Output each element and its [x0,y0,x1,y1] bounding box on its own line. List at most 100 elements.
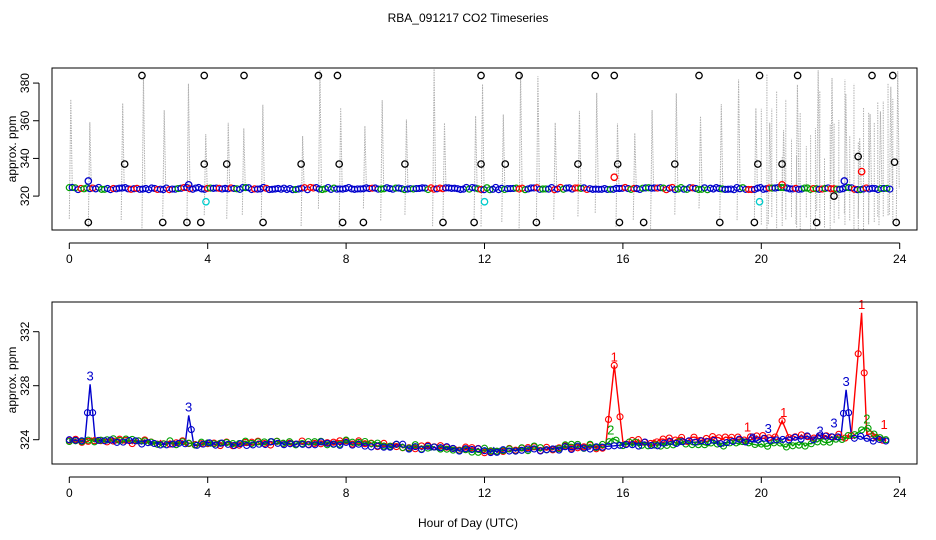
bottom-series [69,312,887,454]
top-black-outlier-point [793,71,802,80]
bottom-x-axis: 0 4 8 12 16 20 24 [66,476,907,500]
top-outliers [84,71,901,227]
bottom-series-3-point [405,445,413,453]
bottom-series-3-point [449,444,457,453]
bottom-series-label: 2 [863,412,870,427]
bottom-series-2-point [807,440,815,448]
top-black-outlier-point [812,218,821,227]
bottom-series-label: 3 [830,416,837,431]
bottom-series-3-point [493,448,501,456]
bottom-series-3-point [107,436,115,444]
top-black-outlier-point [868,71,876,80]
bottom-series-label: 1 [858,297,865,312]
top-blue-outlier-point [184,180,193,189]
bottom-series-3-point [530,445,538,453]
bottom-series-label: 3 [817,424,824,439]
bottom-series-2-point [185,439,193,447]
top-y-tick-label: 320 [18,186,32,206]
top-baseline-point [886,185,894,193]
top-black-outlier-point [158,218,167,227]
top-y-axis: 320 340 360 380 [18,73,40,206]
bottom-series-3-point [685,437,693,445]
bottom-y-tick-label: 324 [18,429,32,449]
top-y-tick-label: 360 [18,110,32,130]
bottom-series-label: 1 [881,417,888,432]
bottom-series-2-point [764,442,772,450]
bottom-series-label: 1 [611,349,618,364]
bottom-series-3-point [785,436,793,444]
bottom-series-3-point [386,443,394,451]
bottom-series-3-point [187,426,195,434]
bottom-series-3-point [561,443,569,451]
bottom-series-3-point [89,409,97,417]
bottom-points [65,350,890,457]
bottom-series-1-point [860,369,868,377]
bottom-y-axis: 324 328 332 [18,321,40,450]
bottom-series-1-point [678,433,686,441]
bottom-series-2-point [361,437,369,446]
bottom-y-tick-label: 332 [18,321,32,341]
bottom-series-2-point [342,436,350,444]
top-black-outlier-point [333,71,342,80]
chart-title: RBA_091217 CO2 Timeseries [388,11,549,25]
bottom-series-3-point [882,437,890,445]
bottom-series-3-point [132,437,140,445]
bottom-series-3-point [78,437,86,445]
top-black-outlier-point [753,160,762,168]
top-black-outlier-point [830,192,838,200]
top-black-outlier-point [477,71,485,80]
bottom-series-3-point [729,437,737,445]
bottom-series-3-point [797,435,805,443]
bottom-series-3-point [809,436,817,444]
bottom-x-tick-label: 0 [66,486,73,500]
top-black-outlier-point [715,218,724,227]
bottom-y-tick-label: 328 [18,375,32,395]
bottom-series-2-point [374,439,382,447]
top-black-outlier-point [515,71,523,80]
bottom-series-1-point [665,434,673,442]
bottom-series-1-point [610,361,618,370]
top-x-tick-label: 12 [478,252,492,266]
bottom-series-2-point [864,424,872,432]
top-baseline-point [550,186,559,194]
top-red-outlier-point [778,180,786,189]
bottom-series-3-point [474,445,482,453]
bottom-series-label: 1 [780,405,787,420]
bottom-series-3-point [839,409,848,417]
bottom-series-2-point [530,442,538,450]
top-black-outlier-point [120,160,129,168]
bottom-series-label: 3 [86,368,93,383]
bottom-series-3-point [834,433,842,441]
bottom-series-label: 3 [749,430,756,445]
top-black-outlier-point [338,218,347,227]
bottom-series-1-point [778,417,786,425]
top-black-outlier-point [470,218,478,227]
bottom-series-3-point [869,437,877,445]
bottom-series-3-point [735,435,743,443]
bottom-series-3-point [418,446,426,454]
bottom-x-tick-label: 16 [616,486,630,500]
bottom-series-1-point [690,433,698,441]
bottom-series-3-point [411,443,419,451]
top-blue-outlier-point [84,177,93,185]
bottom-series-3-point [230,441,238,450]
bottom-series-3-point [574,442,582,450]
top-grey-trace-path [760,74,894,230]
bottom-series-label: 3 [765,421,772,436]
top-black-outlier-point [439,218,447,227]
top-black-outlier-point [477,160,485,168]
bottom-series-3-point [754,436,762,444]
top-cyan-outlier-point [202,197,210,206]
top-black-outlier-point [222,160,231,168]
bottom-series-2-point [801,442,809,450]
bottom-series-label: 2 [607,422,614,437]
bottom-series-3-point [857,432,865,440]
bottom-series-3-point [863,434,871,442]
top-black-outlier-point [639,218,648,227]
top-black-outlier-point [401,160,409,168]
top-black-outlier-point [84,218,93,227]
bottom-series-3-point [443,443,451,451]
top-y-axis-label: approx. ppm [5,116,19,183]
